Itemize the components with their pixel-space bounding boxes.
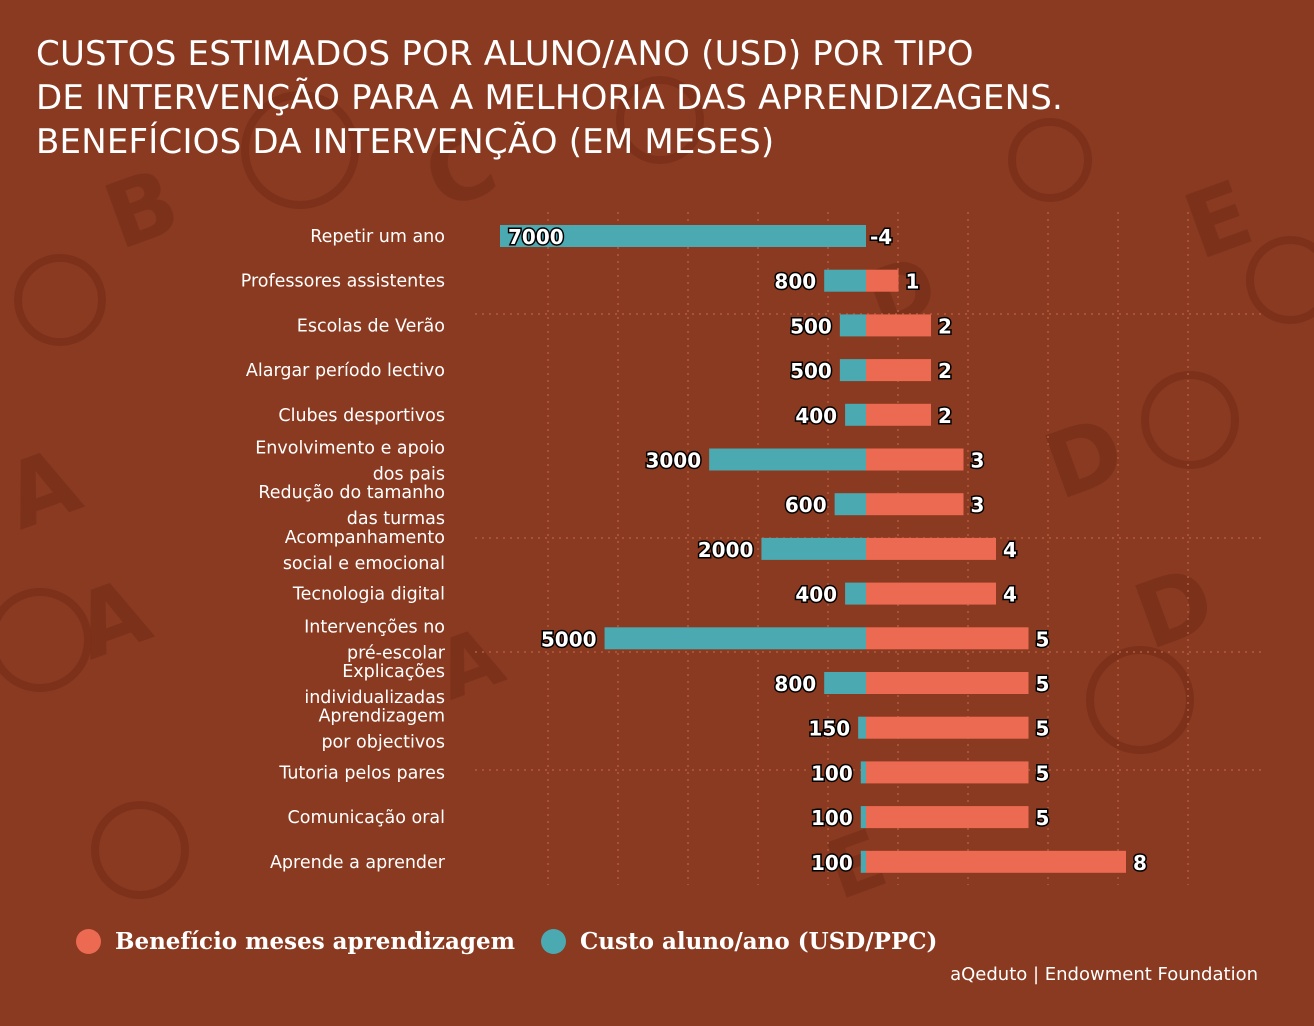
benefit-bar bbox=[866, 269, 899, 292]
cost-value-label: 7000 bbox=[508, 225, 564, 249]
cost-value-label: 600 bbox=[785, 493, 827, 517]
cost-bar bbox=[709, 448, 866, 471]
benefit-bar bbox=[866, 448, 964, 471]
cost-bar bbox=[824, 269, 866, 292]
category-label: Clubes desportivos bbox=[278, 406, 445, 426]
legend-item-benefit: Benefício meses aprendizagem bbox=[76, 926, 515, 956]
benefit-bar bbox=[866, 537, 996, 560]
cost-value-label: 500 bbox=[790, 314, 832, 338]
cost-value-label: 800 bbox=[774, 270, 816, 294]
cost-bar bbox=[860, 761, 866, 784]
chart-title-line-2: DE INTERVENÇÃO PARA A MELHORIA DAS APREN… bbox=[36, 78, 1064, 118]
benefit-bar bbox=[866, 359, 931, 382]
benefit-bar bbox=[866, 403, 931, 426]
benefit-value-label: 2 bbox=[938, 314, 952, 338]
legend-swatch-cost bbox=[541, 928, 566, 954]
source-credit: aQeduto | Endowment Foundation bbox=[950, 964, 1258, 985]
chart-title-line-3: BENEFÍCIOS DA INTERVENÇÃO (EM MESES) bbox=[36, 122, 775, 162]
cost-value-label: 2000 bbox=[698, 538, 754, 562]
benefit-value-label: 5 bbox=[1036, 806, 1050, 830]
cost-bar bbox=[834, 493, 866, 516]
category-label: Tecnologia digital bbox=[292, 585, 445, 605]
cost-bar bbox=[761, 537, 866, 560]
cost-bar bbox=[839, 359, 866, 382]
cost-value-label: 100 bbox=[811, 806, 853, 830]
benefit-value-label: 4 bbox=[1003, 583, 1017, 607]
benefit-bar bbox=[866, 672, 1029, 694]
cost-bar bbox=[839, 314, 866, 337]
cost-value-label: 100 bbox=[811, 761, 853, 785]
chart-title: CUSTOS ESTIMADOS POR ALUNO/ANO (USD) POR… bbox=[36, 32, 1276, 164]
benefit-bar bbox=[866, 627, 1029, 650]
benefit-bar bbox=[866, 493, 964, 516]
category-label: Aprendizagem por objectivos bbox=[318, 707, 445, 753]
category-labels: Repetir um ano Professores assistentes Esc… bbox=[241, 227, 446, 873]
benefit-value-label: 4 bbox=[1003, 538, 1017, 562]
benefit-bar bbox=[866, 806, 1029, 829]
benefit-value-label: 2 bbox=[938, 404, 952, 428]
benefit-value-label: -4 bbox=[870, 225, 892, 249]
cost-value-label: 150 bbox=[808, 717, 850, 741]
cost-bar bbox=[860, 850, 866, 873]
cost-bar bbox=[604, 627, 866, 650]
cost-value-label: 100 bbox=[811, 851, 853, 875]
category-label: Aprende a aprender bbox=[270, 853, 446, 873]
category-label: Escolas de Verão bbox=[297, 316, 445, 336]
category-label: Intervenções no pré-escolar bbox=[304, 617, 446, 663]
category-label: Envolvimento e apoio dos pais bbox=[255, 439, 445, 485]
category-label: Professores assistentes bbox=[241, 272, 445, 292]
benefit-value-label: 3 bbox=[971, 493, 985, 517]
cost-value-label: 400 bbox=[795, 583, 837, 607]
cost-bar bbox=[845, 582, 866, 605]
cost-bar bbox=[860, 806, 866, 829]
benefit-bar bbox=[866, 314, 931, 337]
category-label: Redução do tamanho das turmas bbox=[258, 483, 445, 529]
cost-bar bbox=[845, 403, 866, 426]
legend-label-benefit: Benefício meses aprendizagem bbox=[115, 927, 515, 955]
cost-bar bbox=[824, 672, 866, 694]
benefit-value-label: 5 bbox=[1036, 627, 1050, 651]
legend-swatch-benefit bbox=[76, 928, 101, 954]
benefit-bar bbox=[866, 761, 1029, 784]
category-label: Acompanhamento social e emocional bbox=[283, 528, 445, 574]
benefit-value-label: 2 bbox=[938, 359, 952, 383]
bars bbox=[500, 225, 1126, 873]
cost-value-label: 400 bbox=[795, 404, 837, 428]
category-label: Explicações individualizadas bbox=[304, 662, 445, 708]
chart-title-line-1: CUSTOS ESTIMADOS POR ALUNO/ANO (USD) POR… bbox=[36, 34, 974, 74]
category-label: Alargar período lectivo bbox=[246, 361, 445, 381]
benefit-bar bbox=[866, 582, 996, 605]
cost-value-label: 5000 bbox=[541, 627, 597, 651]
benefit-value-label: 8 bbox=[1133, 851, 1147, 875]
legend-item-cost: Custo aluno/ano (USD/PPC) bbox=[541, 926, 937, 956]
legend-label-cost: Custo aluno/ano (USD/PPC) bbox=[580, 927, 938, 955]
category-label: Tutoria pelos pares bbox=[278, 763, 445, 783]
category-label: Repetir um ano bbox=[310, 227, 445, 247]
cost-bar bbox=[500, 225, 866, 247]
cost-value-label: 500 bbox=[790, 359, 832, 383]
benefit-value-label: 3 bbox=[971, 449, 985, 473]
cost-value-label: 800 bbox=[774, 672, 816, 696]
benefit-bar bbox=[866, 850, 1126, 873]
benefit-value-label: 5 bbox=[1036, 672, 1050, 696]
benefit-bar bbox=[866, 716, 1029, 739]
benefit-value-label: 5 bbox=[1036, 761, 1050, 785]
cost-value-label: 3000 bbox=[645, 449, 701, 473]
cost-bar bbox=[858, 716, 866, 739]
benefit-value-label: 5 bbox=[1036, 717, 1050, 741]
benefit-value-label: 1 bbox=[906, 270, 920, 294]
value-labels: 7000 -4 800 1 500 2 500 2 400 2 3000 3 600 3 2000 4 400 4… bbox=[507, 224, 1149, 877]
category-label: Comunicação oral bbox=[288, 808, 445, 828]
